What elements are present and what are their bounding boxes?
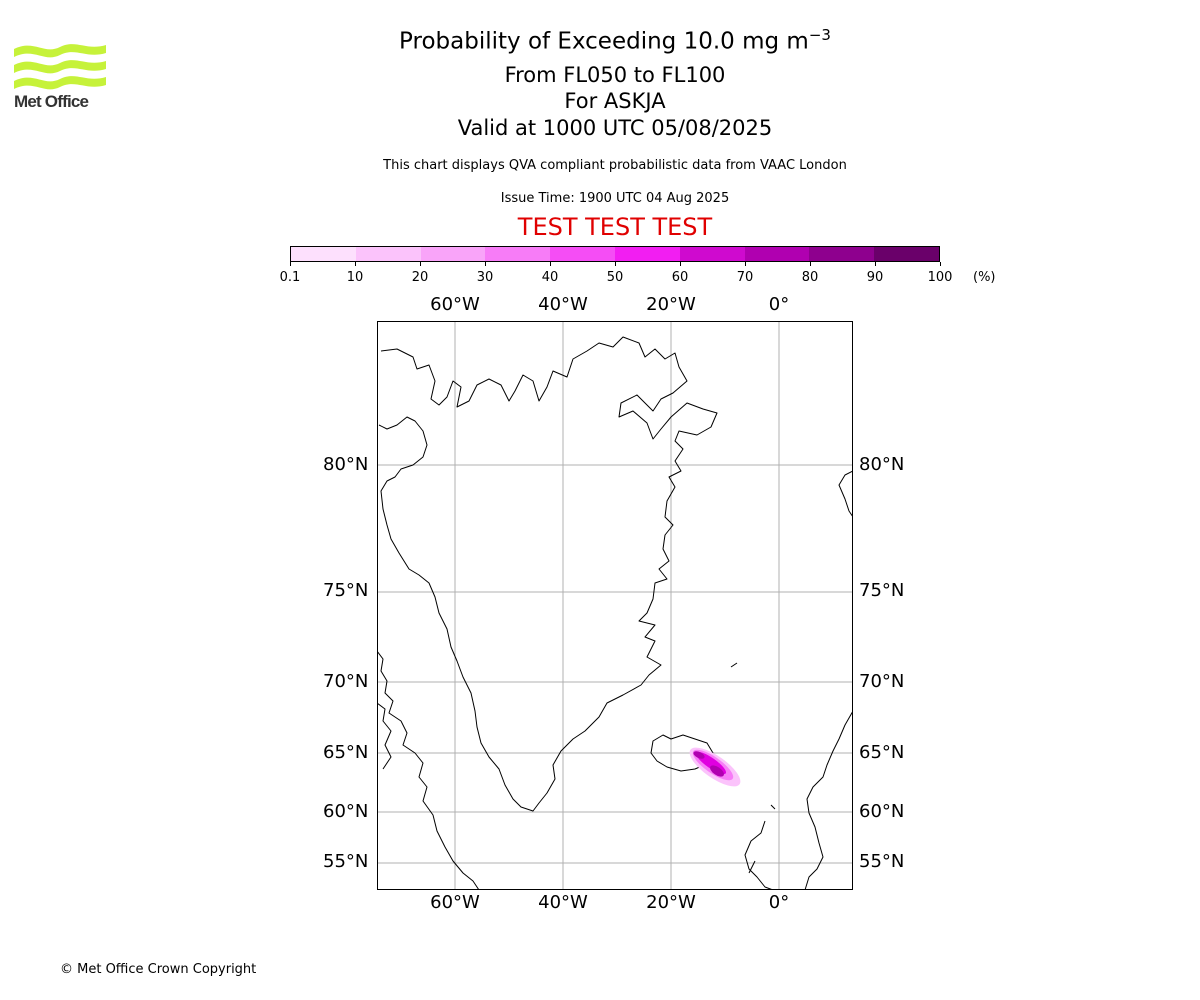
canada-coast	[377, 650, 480, 890]
lat-label-left-55n: 55°N	[323, 851, 369, 872]
lon-label-bottom-20w: 20°W	[646, 892, 696, 913]
jan-mayen	[730, 662, 738, 668]
colorbar-segment	[744, 247, 810, 261]
ash-plume	[689, 747, 741, 787]
lon-label-top-60w: 60°W	[430, 294, 480, 315]
colorbar-segment	[809, 247, 875, 261]
lat-label-left-60n: 60°N	[323, 801, 369, 822]
map-panel	[377, 321, 853, 890]
norway-coast	[804, 710, 853, 890]
graticule	[377, 321, 853, 890]
volcano-name: For ASKJA	[564, 89, 666, 113]
valid-time: Valid at 1000 UTC 05/08/2025	[457, 116, 773, 140]
colorbar-segment	[614, 247, 680, 261]
colorbar-tick-label: 100	[927, 270, 953, 285]
lon-label-top-20w: 20°W	[646, 294, 696, 315]
colorbar-tick-label: 80	[801, 270, 819, 285]
colorbar-tick-label: 50	[606, 270, 624, 285]
test-banner: TEST TEST TEST	[517, 213, 713, 241]
lat-label-right-70n: 70°N	[859, 671, 905, 692]
lon-label-top-40w: 40°W	[538, 294, 588, 315]
colorbar-segment	[420, 247, 486, 261]
chart-title: Probability of Exceeding 10.0 mg m−3	[399, 26, 831, 55]
faroe-islands	[770, 804, 776, 810]
colorbar-tick-label: 70	[736, 270, 754, 285]
canada-island	[377, 702, 392, 770]
copyright-notice: © Met Office Crown Copyright	[60, 962, 257, 977]
lat-label-left-70n: 70°N	[323, 671, 369, 692]
lat-label-left-75n: 75°N	[323, 580, 369, 601]
colorbar-tick	[485, 262, 486, 266]
colorbar-tick-label: 10	[346, 270, 364, 285]
level-range: From FL050 to FL100	[504, 63, 726, 87]
lat-label-right-80n: 80°N	[859, 454, 905, 475]
colorbar-segment	[550, 247, 615, 261]
colorbar-tick	[615, 262, 616, 266]
map-frame	[377, 321, 853, 890]
colorbar-segment	[355, 247, 421, 261]
colorbar-tick	[550, 262, 551, 266]
svalbard-coast	[838, 470, 853, 518]
lon-label-bottom-60w: 60°W	[430, 892, 480, 913]
lat-label-left-80n: 80°N	[323, 454, 369, 475]
colorbar-tick	[290, 262, 291, 266]
colorbar-segment	[679, 247, 745, 261]
lat-label-right-60n: 60°N	[859, 801, 905, 822]
logo-text: Met Office	[14, 92, 89, 111]
colorbar-tick-label: 90	[866, 270, 884, 285]
met-office-logo	[14, 44, 106, 90]
uk-coast	[744, 820, 774, 890]
colorbar-tick	[355, 262, 356, 266]
colorbar-tick	[810, 262, 811, 266]
colorbar-tick-label: 30	[476, 270, 494, 285]
colorbar-tick	[745, 262, 746, 266]
colorbar-tick-label: 0.1	[279, 270, 301, 285]
colorbar-tick-label: 20	[411, 270, 429, 285]
colorbar-segment	[485, 247, 551, 261]
colorbar	[290, 246, 940, 262]
lon-label-top-0: 0°	[768, 294, 790, 315]
colorbar-tick	[680, 262, 681, 266]
colorbar-tick	[940, 262, 941, 266]
issue-time: Issue Time: 1900 UTC 04 Aug 2025	[500, 191, 730, 206]
colorbar-segment	[874, 247, 939, 261]
colorbar-unit: (%)	[973, 270, 996, 285]
colorbar-tick-label: 40	[541, 270, 559, 285]
lat-label-right-75n: 75°N	[859, 580, 905, 601]
greenland-coast	[378, 336, 718, 812]
colorbar-tick-label: 60	[671, 270, 689, 285]
lon-label-bottom-0: 0°	[768, 892, 790, 913]
lat-label-right-55n: 55°N	[859, 851, 905, 872]
colorbar-tick	[420, 262, 421, 266]
colorbar-tick	[875, 262, 876, 266]
colorbar-segment	[291, 247, 356, 261]
lon-label-bottom-40w: 40°W	[538, 892, 588, 913]
title-exponent: −3	[808, 26, 831, 44]
lat-label-right-65n: 65°N	[859, 742, 905, 763]
chart-description: This chart displays QVA compliant probab…	[383, 158, 847, 173]
lat-label-left-65n: 65°N	[323, 742, 369, 763]
